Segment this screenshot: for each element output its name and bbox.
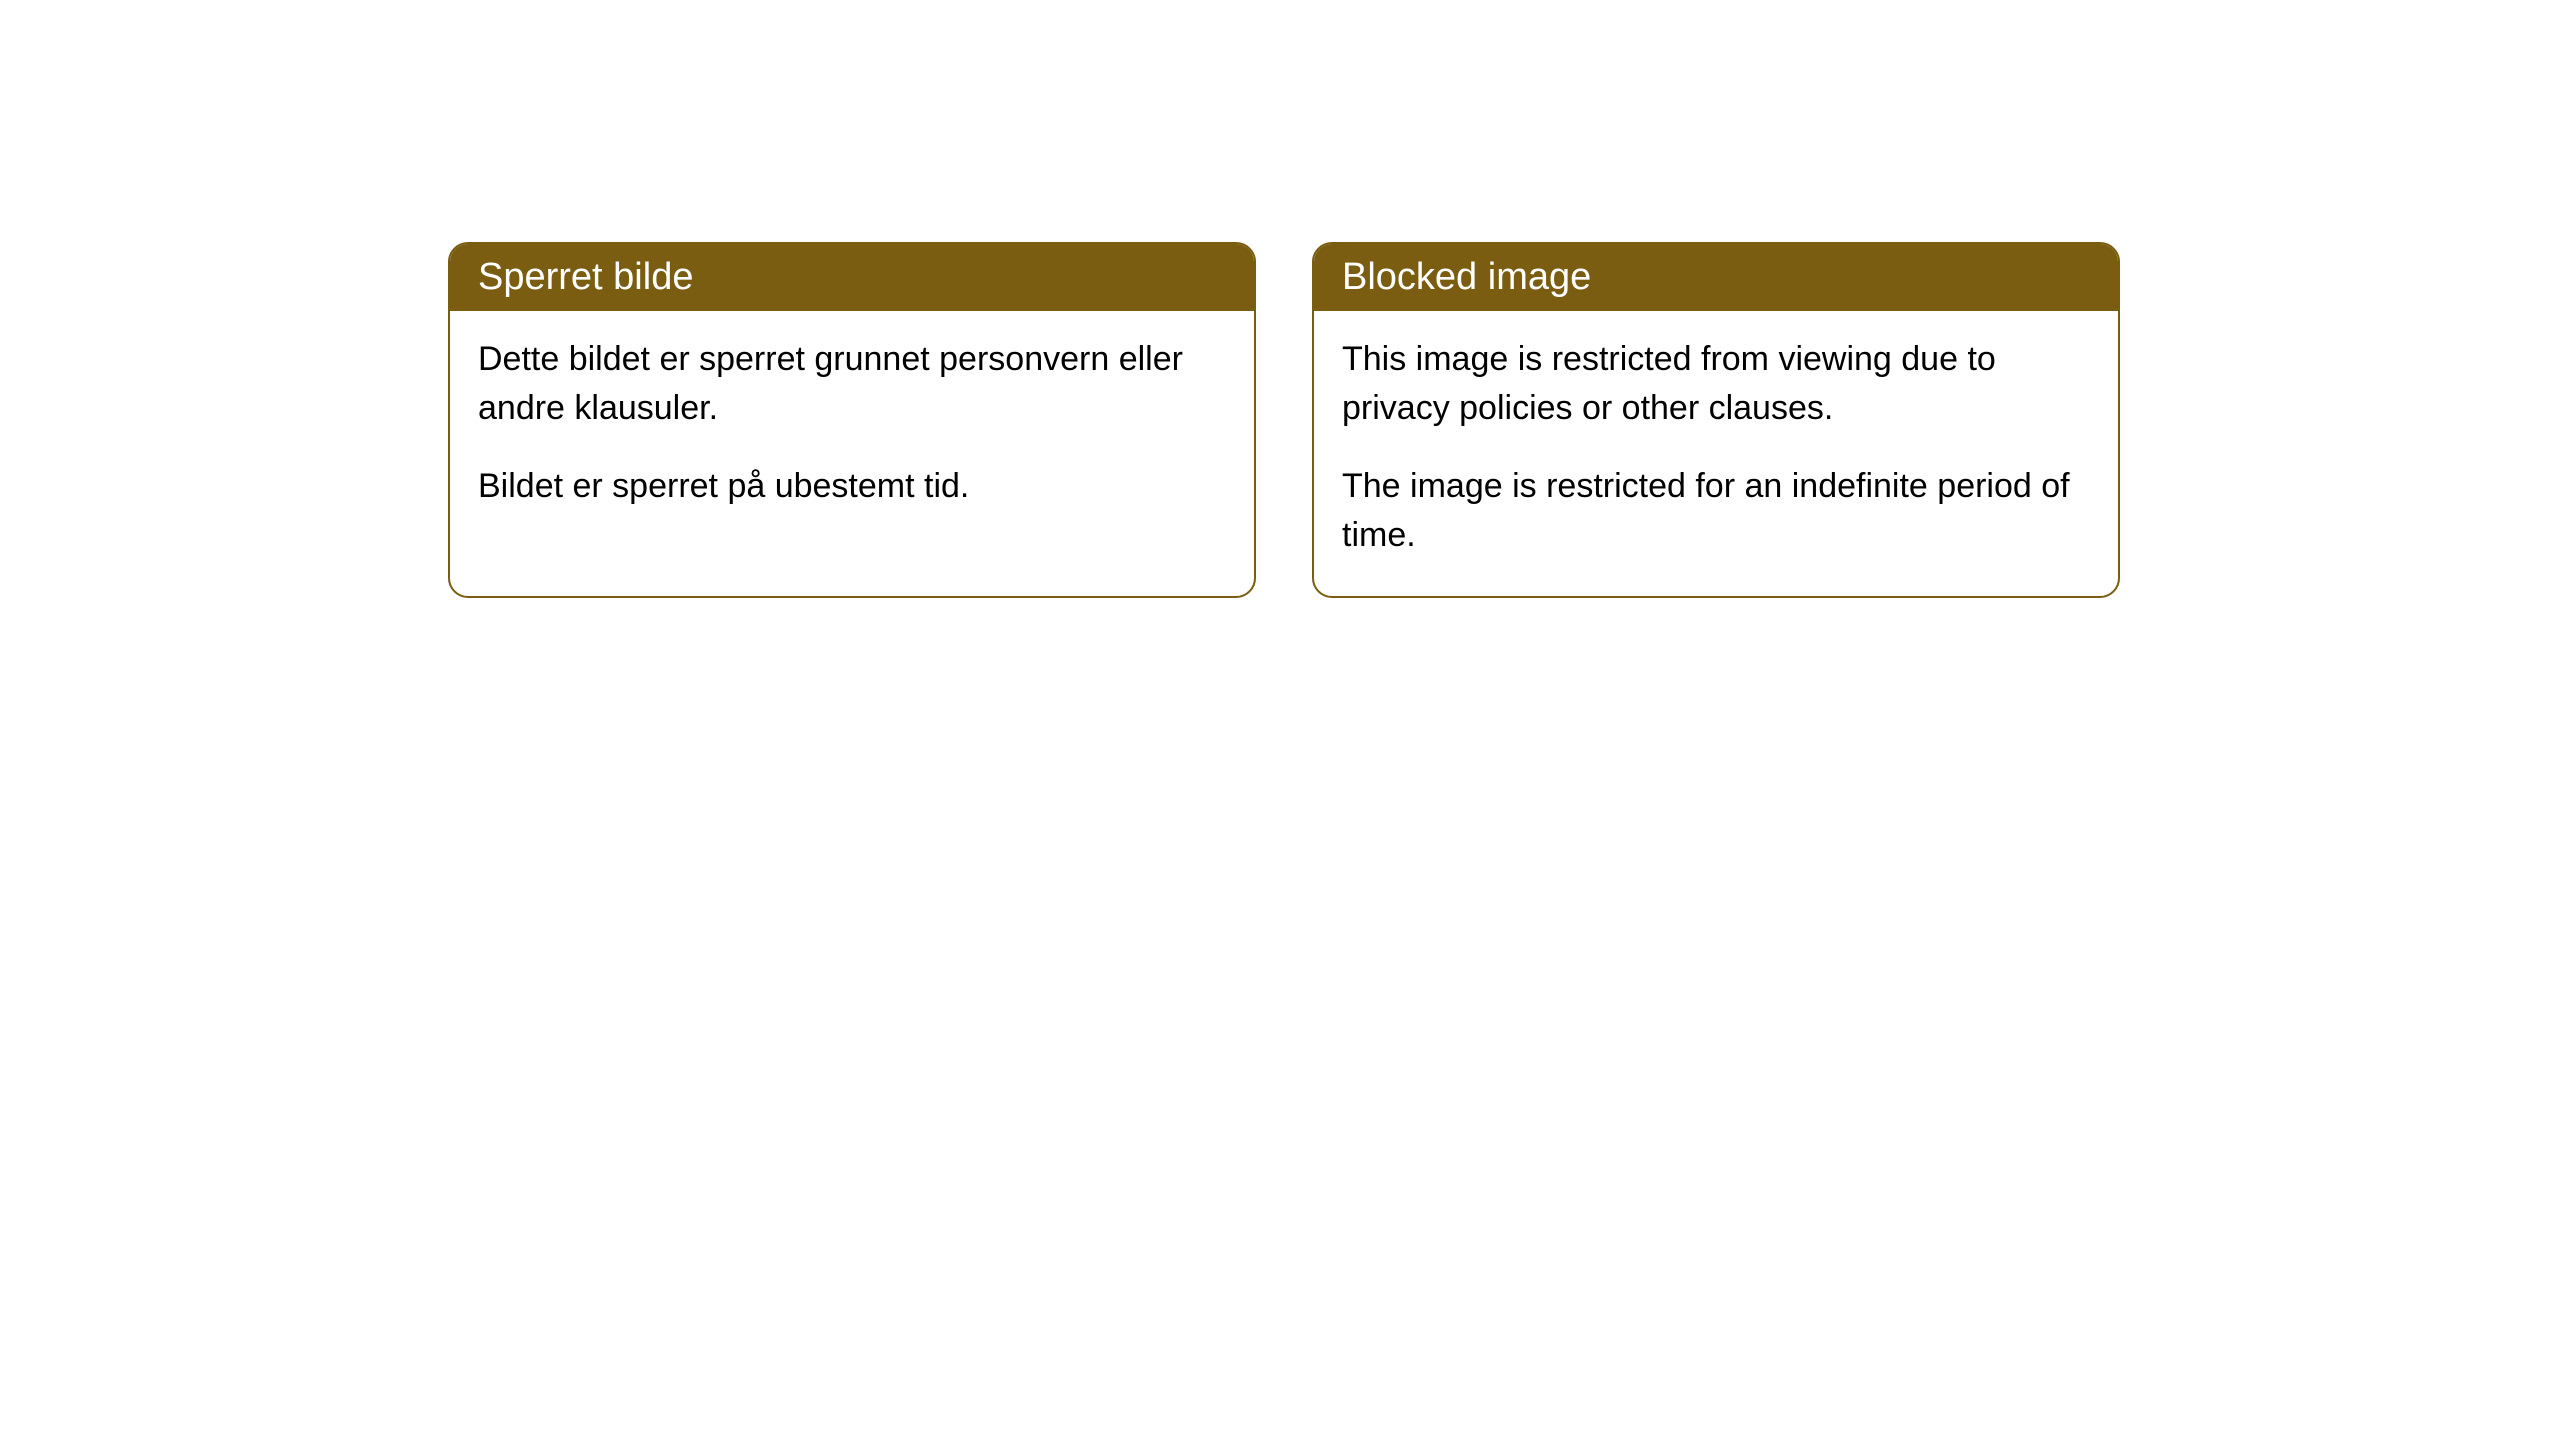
notice-card-norwegian: Sperret bilde Dette bildet er sperret gr… xyxy=(448,242,1256,598)
card-header: Sperret bilde xyxy=(450,244,1254,311)
card-title: Sperret bilde xyxy=(478,256,693,298)
card-header: Blocked image xyxy=(1314,244,2118,311)
card-body: This image is restricted from viewing du… xyxy=(1314,311,2118,596)
card-title: Blocked image xyxy=(1342,256,1591,298)
notice-cards-container: Sperret bilde Dette bildet er sperret gr… xyxy=(448,242,2120,598)
card-body: Dette bildet er sperret grunnet personve… xyxy=(450,311,1254,547)
notice-card-english: Blocked image This image is restricted f… xyxy=(1312,242,2120,598)
card-paragraph: Bildet er sperret på ubestemt tid. xyxy=(478,462,1226,511)
card-paragraph: This image is restricted from viewing du… xyxy=(1342,335,2090,434)
card-paragraph: The image is restricted for an indefinit… xyxy=(1342,462,2090,561)
card-paragraph: Dette bildet er sperret grunnet personve… xyxy=(478,335,1226,434)
